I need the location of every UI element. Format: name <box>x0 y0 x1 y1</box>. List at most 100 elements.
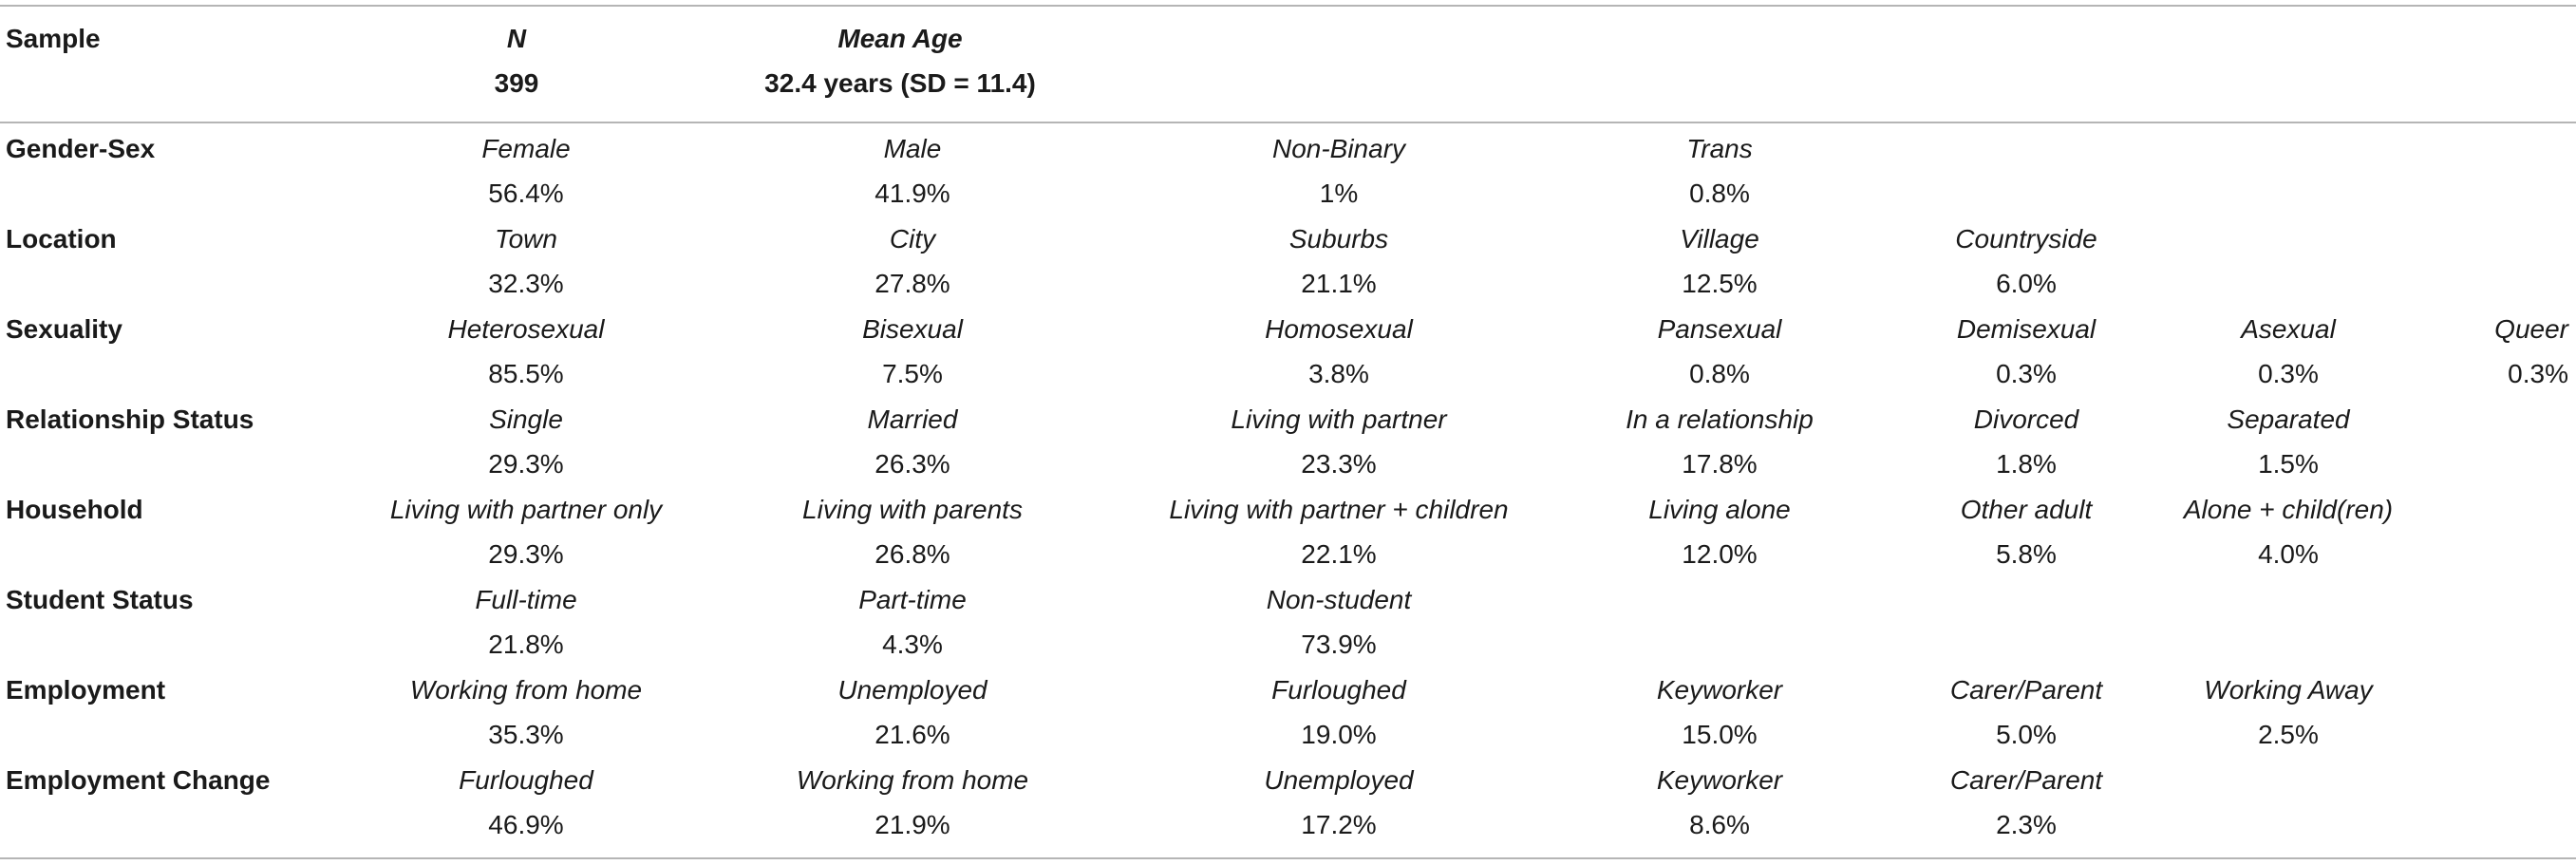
header-n-cell: N 399 <box>317 23 716 100</box>
table-row: Household Living with partner only 29.3% Li… <box>0 494 2576 579</box>
category-label: Carer/Parent <box>1949 675 2103 705</box>
table-cell: Divorced 1.8% <box>1808 404 2245 480</box>
percentage-value: 29.3% <box>488 539 564 569</box>
percentage-value: 0.3% <box>2258 359 2319 388</box>
percentage-value: 46.9% <box>488 810 564 839</box>
percentage-value: 12.0% <box>1682 539 1758 569</box>
category-label: Working from home <box>796 765 1029 795</box>
category-label: Unemployed <box>837 675 987 705</box>
percentage-value: 26.3% <box>874 449 950 479</box>
sample-label: Sample <box>6 24 101 53</box>
category-label: Homosexual <box>1265 314 1413 344</box>
category-label: Furloughed <box>1271 675 1406 705</box>
table-cell: Demisexual 0.3% <box>1808 313 2245 390</box>
header-mean-age-value: 32.4 years (SD = 11.4) <box>764 68 1036 98</box>
table-cell: Town 32.3% <box>308 223 744 300</box>
table-cell: Living with parents 26.8% <box>694 494 1131 571</box>
table-cell: Bisexual 7.5% <box>694 313 1131 390</box>
percentage-value: 12.5% <box>1682 269 1758 298</box>
category-label: In a relationship <box>1626 404 1814 434</box>
category-label: Part-time <box>858 585 967 614</box>
percentage-value: 0.3% <box>1996 359 2057 388</box>
table-cell: Working from home 21.9% <box>694 764 1131 841</box>
category-label: Working Away <box>2204 675 2373 705</box>
table-cell: Countryside 6.0% <box>1808 223 2245 300</box>
percentage-value: 0.8% <box>1689 179 1750 208</box>
table-cell: Carer/Parent 5.0% <box>1808 674 2245 751</box>
percentage-value: 21.6% <box>874 720 950 749</box>
table-cell: Single 29.3% <box>308 404 744 480</box>
percentage-value: 17.2% <box>1301 810 1377 839</box>
table-cell: Non-student 73.9% <box>1120 584 1557 661</box>
table-cell: Unemployed 17.2% <box>1120 764 1557 841</box>
percentage-value: 15.0% <box>1682 720 1758 749</box>
table-cell: Trans 0.8% <box>1501 133 1938 210</box>
category-label: Carer/Parent <box>1949 765 2103 795</box>
category-label: Bisexual <box>862 314 963 344</box>
table-cell: Working Away 2.5% <box>2070 674 2507 751</box>
table-cell: Heterosexual 85.5% <box>308 313 744 390</box>
percentage-value: 4.0% <box>2258 539 2319 569</box>
percentage-value: 35.3% <box>488 720 564 749</box>
category-label: Alone + child(ren) <box>2183 495 2394 524</box>
row-label: Employment Change <box>6 765 271 795</box>
row-label: Employment <box>6 675 166 705</box>
percentage-value: 26.8% <box>874 539 950 569</box>
percentage-value: 22.1% <box>1301 539 1377 569</box>
percentage-value: 2.3% <box>1996 810 2057 839</box>
table-cell: Homosexual 3.8% <box>1120 313 1557 390</box>
percentage-value: 41.9% <box>874 179 950 208</box>
percentage-value: 5.8% <box>1996 539 2057 569</box>
table-cell: Working from home 35.3% <box>308 674 744 751</box>
table-cell: Pansexual 0.8% <box>1501 313 1938 390</box>
header-n-title: N <box>506 24 527 53</box>
table-cell: Non-Binary 1% <box>1120 133 1557 210</box>
percentage-value: 4.3% <box>882 630 943 659</box>
category-label: Living with parents <box>802 495 1023 524</box>
table-cell: Male 41.9% <box>694 133 1131 210</box>
category-label: Trans <box>1686 134 1753 163</box>
table-cell: Village 12.5% <box>1501 223 1938 300</box>
category-label: Living with partner only <box>389 495 663 524</box>
table-cell: Carer/Parent 2.3% <box>1808 764 2245 841</box>
category-label: Countryside <box>1955 224 2097 254</box>
table-cell: Full-time 21.8% <box>308 584 744 661</box>
percentage-value: 7.5% <box>882 359 943 388</box>
category-label: Living alone <box>1648 495 1791 524</box>
table-row: Location Town 32.3% City 27.8% Suburbs 21.1% Vi… <box>0 223 2576 309</box>
category-label: Separated <box>2227 404 2350 434</box>
percentage-value: 73.9% <box>1301 630 1377 659</box>
table-cell: Asexual 0.3% <box>2070 313 2507 390</box>
table-cell: Living with partner 23.3% <box>1120 404 1557 480</box>
percentage-value: 6.0% <box>1996 269 2057 298</box>
category-label: Divorced <box>1973 404 2079 434</box>
percentage-value: 21.9% <box>874 810 950 839</box>
row-label: Sexuality <box>6 314 122 344</box>
table-cell: Married 26.3% <box>694 404 1131 480</box>
table-cell: In a relationship 17.8% <box>1501 404 1938 480</box>
category-label: Keyworker <box>1656 675 1783 705</box>
header-rule <box>0 122 2576 123</box>
category-label: Married <box>867 404 958 434</box>
category-label: Living with partner <box>1231 404 1447 434</box>
category-label: Village <box>1680 224 1759 254</box>
category-label: Heterosexual <box>447 314 605 344</box>
percentage-value: 56.4% <box>488 179 564 208</box>
table-cell: Furloughed 46.9% <box>308 764 744 841</box>
header-n-value: 399 <box>494 68 539 98</box>
table-cell: Living with partner + children 22.1% <box>1120 494 1557 571</box>
percentage-value: 23.3% <box>1301 449 1377 479</box>
table-header-row: Sample N 399 Mean Age 32.4 years (SD = 1… <box>0 19 2576 114</box>
category-label: Female <box>481 134 571 163</box>
table-cell: Part-time 4.3% <box>694 584 1131 661</box>
percentage-value: 8.6% <box>1689 810 1750 839</box>
category-label: Full-time <box>475 585 577 614</box>
table-cell: Queer 0.3% <box>2335 313 2572 390</box>
percentage-value: 27.8% <box>874 269 950 298</box>
category-label: Living with partner + children <box>1169 495 1509 524</box>
table-cell: Living with partner only 29.3% <box>308 494 744 571</box>
table-cell: Suburbs 21.1% <box>1120 223 1557 300</box>
percentage-value: 2.5% <box>2258 720 2319 749</box>
percentage-value: 29.3% <box>488 449 564 479</box>
